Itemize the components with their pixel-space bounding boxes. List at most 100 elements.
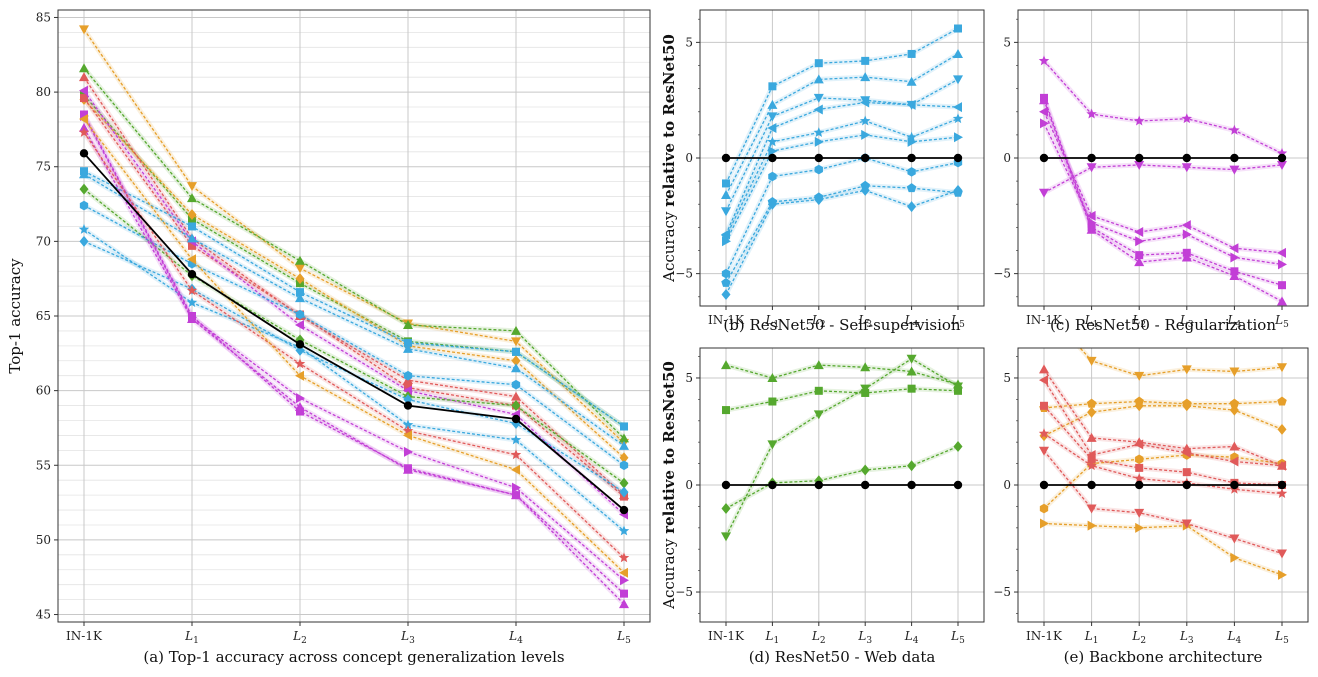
x-tick-label: IN-1K (708, 313, 745, 327)
data-point (1086, 224, 1097, 234)
data-point (1277, 423, 1287, 435)
y-tick-label: 0 (1003, 151, 1011, 165)
data-point (79, 200, 89, 211)
data-point (295, 273, 305, 285)
series-line (1043, 60, 1283, 154)
data-point (618, 552, 630, 563)
data-point (1181, 163, 1192, 173)
data-point (511, 400, 521, 412)
series-line (83, 118, 625, 574)
x-tick-label: L3 (400, 629, 415, 646)
data-point (1087, 406, 1097, 418)
data-point (721, 480, 731, 490)
y-axis-label: Accuracy relative to ResNet50 (660, 34, 678, 283)
series-line (83, 173, 625, 447)
data-point (721, 288, 731, 300)
x-tick-label: L2 (811, 313, 826, 330)
data-point (1087, 153, 1096, 163)
data-point (1278, 281, 1286, 290)
data-point (79, 63, 89, 73)
data-point (619, 452, 629, 464)
y-tick-label: 75 (36, 160, 51, 174)
y-tick-label: 5 (685, 35, 693, 49)
data-point (1039, 364, 1049, 374)
series-line (725, 445, 959, 510)
data-point (79, 25, 89, 35)
data-point (511, 391, 521, 401)
data-point (512, 482, 521, 493)
series-line (1043, 164, 1283, 194)
series-1 (722, 24, 962, 188)
series-line (83, 90, 625, 515)
data-point (1086, 210, 1096, 221)
series-2 (1039, 160, 1287, 198)
chart-caption: (b) ResNet50 - Self-supervision (723, 316, 961, 334)
series-line (83, 188, 625, 484)
data-point (1134, 227, 1144, 237)
data-point (1086, 356, 1097, 366)
series-1 (721, 360, 963, 389)
data-point (296, 393, 305, 404)
data-point (906, 76, 917, 86)
data-point (953, 102, 962, 113)
data-point (511, 464, 520, 475)
data-point (1181, 519, 1192, 529)
x-tick-label: L2 (1131, 629, 1146, 646)
data-point (619, 486, 629, 498)
series-line (1043, 405, 1283, 437)
data-point (1277, 460, 1286, 471)
data-point (403, 343, 413, 353)
series-0 (1039, 480, 1287, 490)
data-point (1276, 147, 1288, 158)
data-point (79, 235, 89, 247)
plot-area (1038, 348, 1288, 580)
chart-panel-c: −5 0 5 IN-1K L1 L2 L3 L4 L5(c) ResNet50 - Regula… (993, 9, 1309, 334)
data-point (619, 567, 628, 578)
data-point (1039, 95, 1049, 105)
data-point (402, 419, 414, 430)
data-point (1277, 549, 1287, 559)
data-point (860, 180, 870, 190)
data-point (1277, 247, 1286, 258)
data-point (512, 347, 520, 356)
data-point (295, 255, 305, 265)
data-point (1182, 400, 1192, 412)
series-line (83, 115, 625, 581)
y-tick-label: 55 (36, 458, 51, 472)
series-band (81, 27, 626, 445)
data-point (1277, 160, 1287, 170)
series-0 (721, 153, 963, 163)
series-line (725, 78, 959, 212)
data-point (721, 207, 731, 217)
data-point (767, 112, 778, 122)
data-point (78, 126, 90, 137)
series-9 (1039, 446, 1287, 559)
x-tick-label: L2 (811, 629, 826, 646)
data-point (861, 56, 870, 65)
x-tick-label: IN-1K (1026, 629, 1063, 643)
data-point (861, 129, 871, 140)
data-point (721, 268, 731, 279)
data-point (1039, 375, 1048, 386)
y-tick-label: 45 (36, 608, 51, 622)
data-point (1181, 447, 1191, 458)
data-point (952, 113, 964, 124)
data-point (1039, 188, 1049, 198)
series-line (725, 189, 959, 295)
data-point (187, 254, 196, 265)
data-point (1229, 441, 1240, 451)
series-line (725, 357, 959, 537)
data-point (813, 360, 824, 370)
data-point (295, 293, 305, 303)
series-line (1079, 348, 1283, 377)
data-point (768, 171, 777, 182)
data-point (187, 193, 197, 203)
data-point (1134, 508, 1145, 518)
data-point (1230, 552, 1240, 563)
x-tick-label: L1 (1084, 629, 1099, 646)
x-tick-label: L1 (765, 313, 780, 330)
series-9 (79, 169, 629, 450)
series-1 (1076, 348, 1287, 381)
data-point (620, 575, 629, 586)
data-point (1229, 534, 1240, 544)
